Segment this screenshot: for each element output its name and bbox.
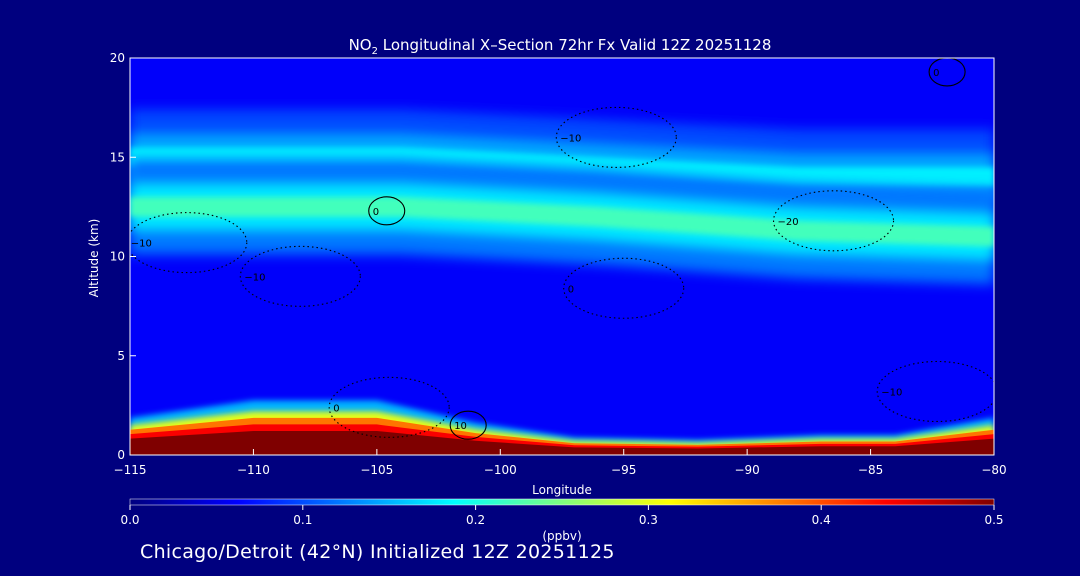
- contour-label: 0: [373, 207, 379, 218]
- boundary-layer-4: [130, 430, 994, 455]
- y-axis-label: Altitude (km): [87, 219, 101, 298]
- contour-line: [555, 106, 677, 168]
- x-tick-label: −95: [611, 463, 636, 477]
- contour-line: [239, 245, 361, 307]
- chart-title: NO2 Longitudinal X–Section 72hr Fx Valid…: [349, 36, 772, 57]
- contour-line: [368, 196, 406, 226]
- colorbar-unit-label: (ppbv): [542, 529, 581, 543]
- contour-label: 0: [333, 403, 339, 414]
- contour-label: −10: [131, 239, 152, 250]
- title-rest: Longitudinal X–Section 72hr Fx Valid 12Z…: [378, 36, 771, 54]
- colorbar-tick-label: 0.3: [639, 513, 658, 527]
- y-axis: 0 5 10 15 20: [110, 51, 136, 462]
- y-tick-label: 15: [110, 150, 125, 164]
- x-axis: −115 −110 −105 −100 −95 −90 −85 −80: [114, 449, 1007, 477]
- contour-line: [876, 360, 994, 423]
- colorbar-tick-label: 0.0: [120, 513, 139, 527]
- contour-line: [130, 212, 248, 274]
- y-tick-label: 0: [117, 448, 125, 462]
- y-tick-label: 10: [110, 250, 125, 264]
- x-tick-label: −80: [981, 463, 1006, 477]
- x-axis-label: Longitude: [532, 483, 592, 497]
- no2-band-1-2: [130, 196, 994, 247]
- x-tick-label: −85: [858, 463, 883, 477]
- contour-label: −10: [244, 272, 265, 283]
- y-tick-label: 20: [110, 51, 125, 65]
- contour-line: [772, 190, 895, 252]
- colorbar: 0.0 0.1 0.2 0.3 0.4 0.5 (ppbv): [120, 498, 1004, 543]
- colorbar-tick-label: 0.1: [293, 513, 312, 527]
- contour-line: [928, 58, 966, 87]
- contour-label: 0: [933, 68, 939, 79]
- footer-caption: Chicago/Detroit (42°N) Initialized 12Z 2…: [140, 541, 615, 563]
- contour-label: 10: [454, 421, 467, 432]
- contour-line: [449, 410, 487, 440]
- colorbar-tick-label: 0.2: [466, 513, 485, 527]
- colorbar-bar: [129, 498, 995, 506]
- colorbar-tick-label: 0.5: [984, 513, 1003, 527]
- x-tick-label: −105: [360, 463, 393, 477]
- x-tick-label: −90: [734, 463, 759, 477]
- x-tick-label: −100: [484, 463, 517, 477]
- contour-label: −10: [881, 387, 902, 398]
- x-tick-label: −115: [114, 463, 147, 477]
- x-tick-label: −110: [237, 463, 270, 477]
- contour-label: −10: [560, 133, 581, 144]
- contour-line: [328, 376, 450, 438]
- title-subscript: 2: [372, 46, 378, 57]
- y-tick-label: 5: [117, 349, 125, 363]
- plot-area: 0 10 0 −10 −10 −10 −20 −10 0 0: [130, 58, 994, 455]
- title-no: NO: [349, 36, 372, 54]
- colorbar-tick-label: 0.4: [812, 513, 831, 527]
- contour-line: [563, 257, 685, 319]
- no2-band-0-2: [130, 147, 994, 188]
- contour-label: −20: [778, 217, 799, 228]
- contour-label: 0: [568, 284, 574, 295]
